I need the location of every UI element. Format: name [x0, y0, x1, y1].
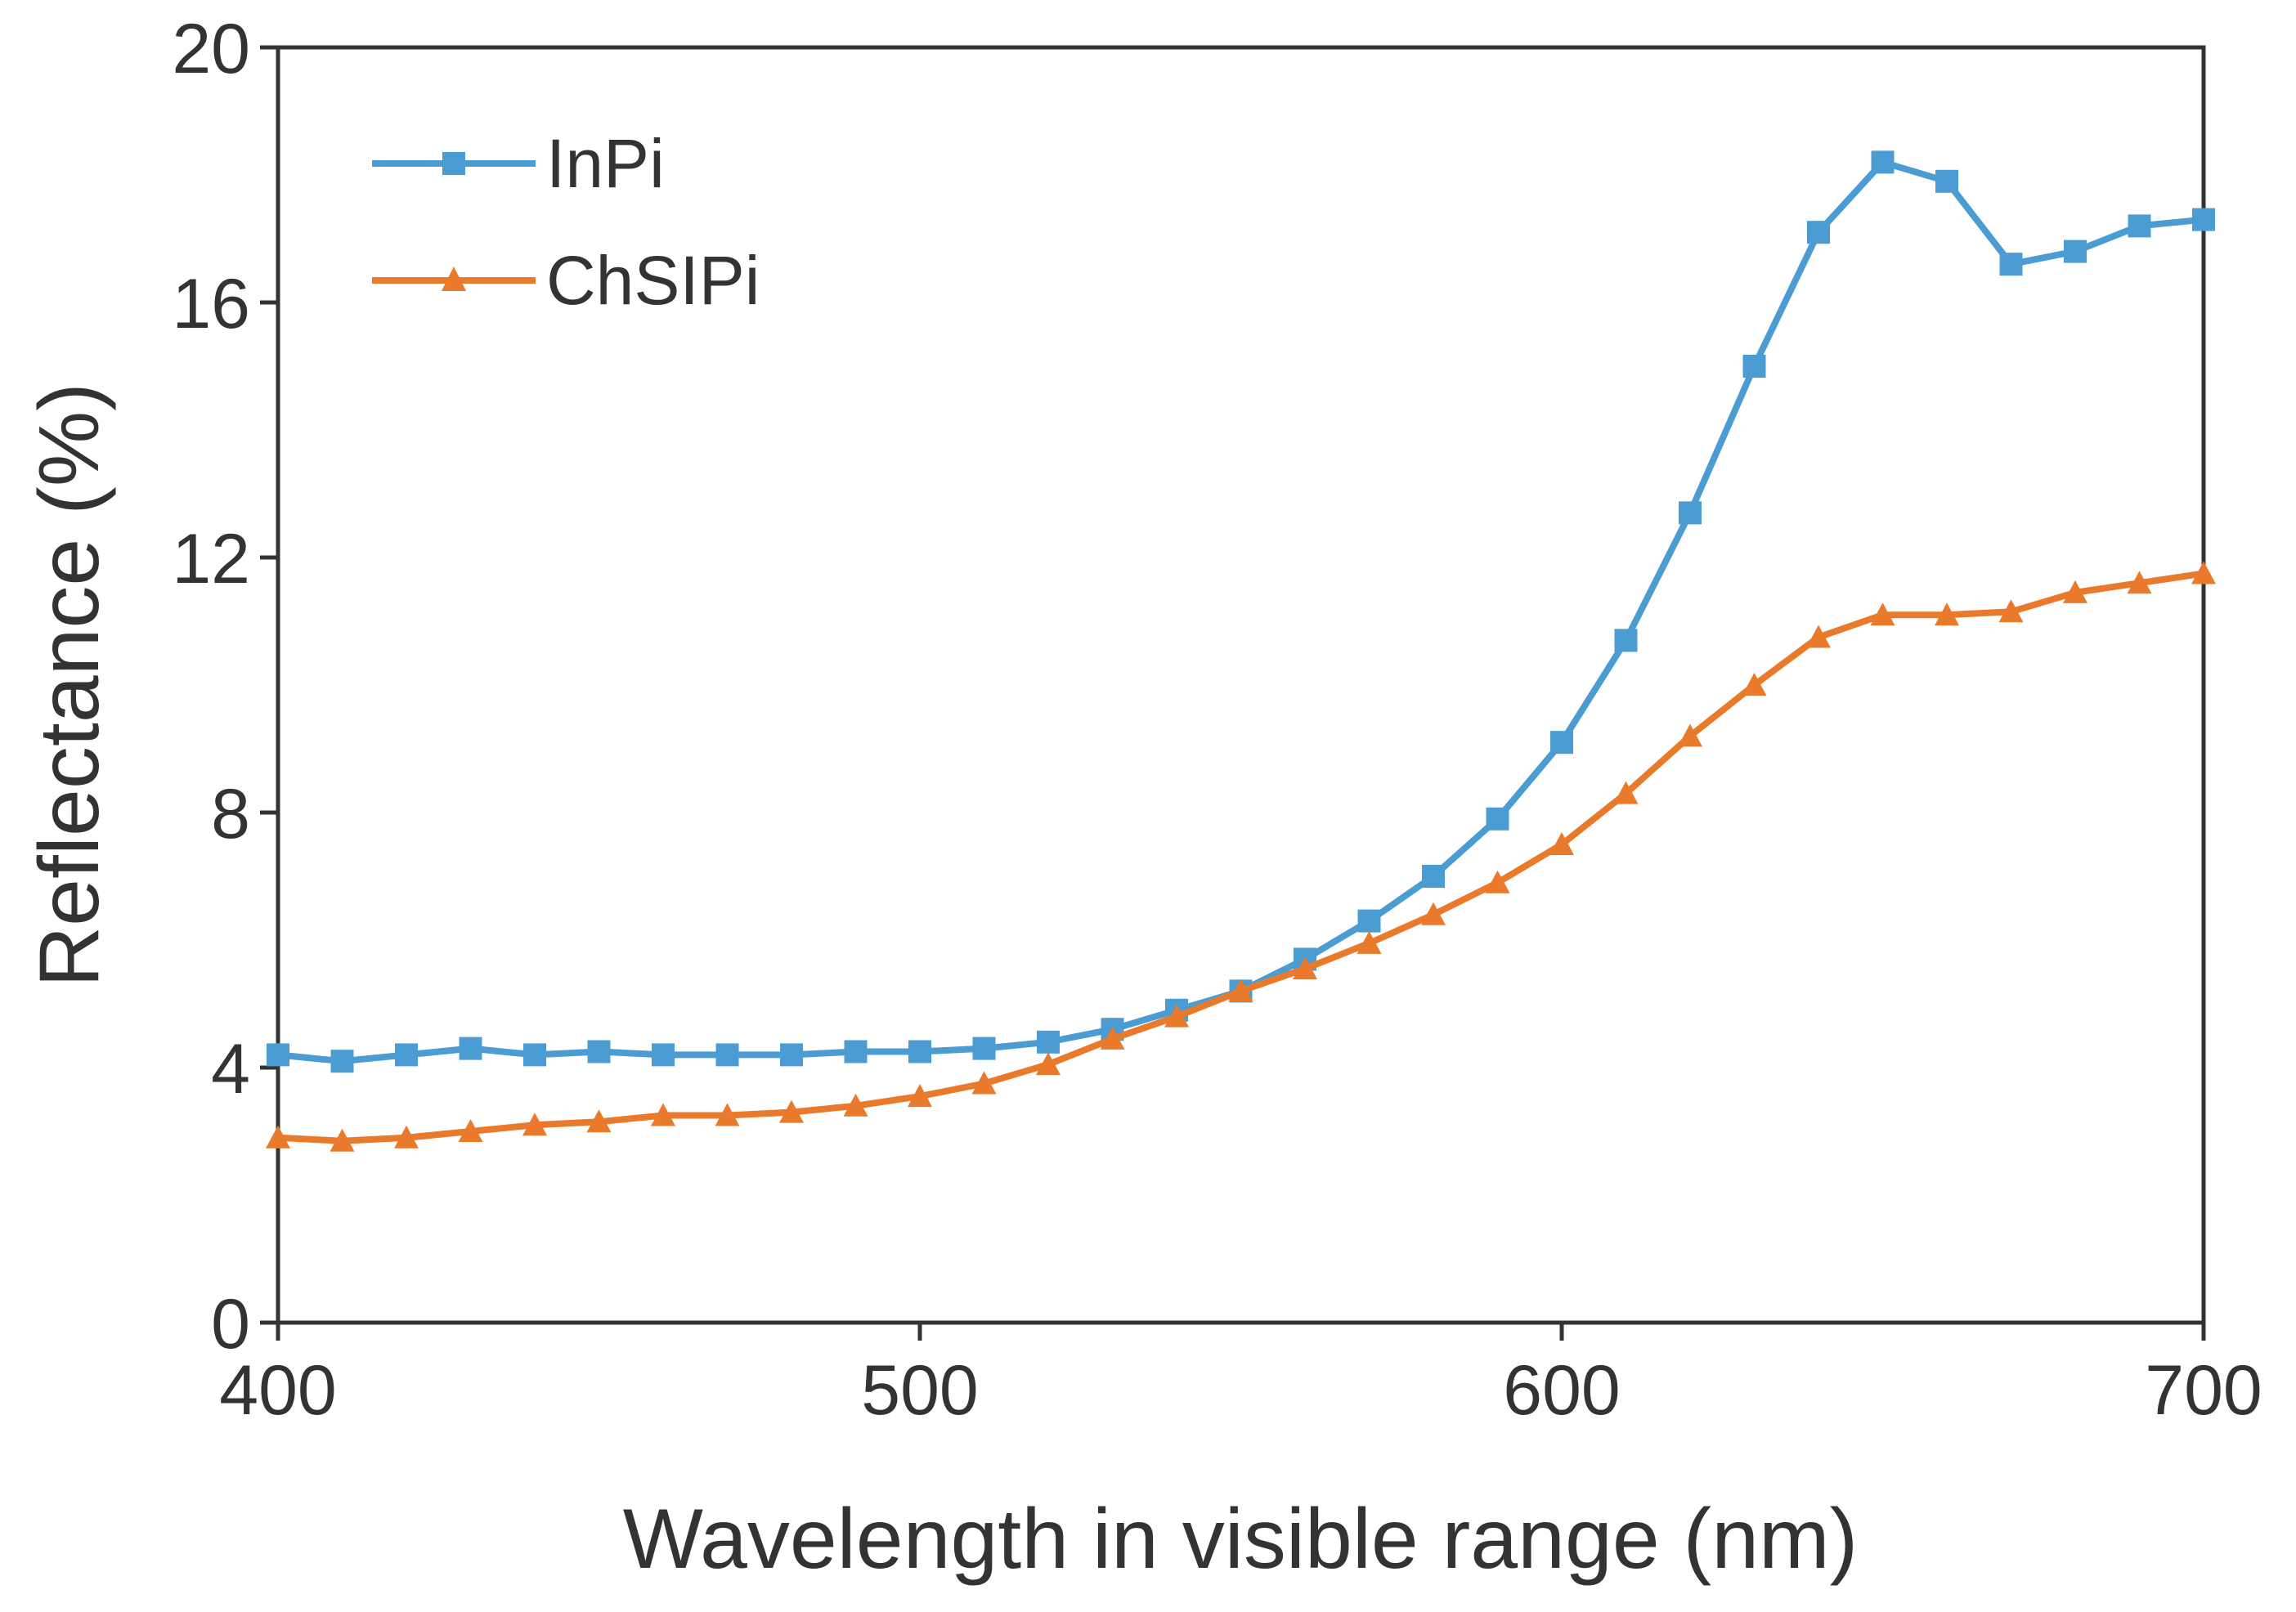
data-point-inpi	[459, 1037, 482, 1060]
data-point-chsipi	[1549, 832, 1574, 855]
data-point-inpi	[2128, 214, 2151, 238]
data-point-chsipi	[2191, 561, 2216, 584]
data-point-inpi	[1807, 221, 1830, 244]
data-point-inpi	[1037, 1030, 1060, 1054]
data-point-chsipi	[1228, 978, 1253, 1002]
data-point-inpi	[395, 1043, 418, 1067]
data-point-chsipi	[715, 1103, 740, 1126]
data-point-inpi	[267, 1043, 289, 1067]
data-point-chsipi	[586, 1109, 612, 1133]
data-point-inpi	[1422, 865, 1445, 888]
data-point-inpi	[2192, 208, 2215, 231]
data-point-inpi	[1871, 150, 1895, 174]
data-point-inpi	[2064, 240, 2087, 263]
data-point-inpi	[652, 1043, 675, 1067]
legend-label-chsipi: ChSIPi	[546, 242, 760, 319]
data-point-chsipi	[458, 1119, 483, 1142]
y-tick-label: 8	[211, 775, 250, 853]
y-tick-label: 16	[172, 265, 250, 343]
data-point-chsipi	[908, 1084, 932, 1108]
data-point-inpi	[844, 1040, 868, 1063]
y-tick-label: 4	[211, 1030, 250, 1108]
data-point-inpi	[1550, 731, 1573, 755]
data-point-chsipi	[1485, 870, 1510, 893]
x-axis-ticks: 400 500 600 700	[219, 1323, 2262, 1430]
y-axis-title: Reflectance (%)	[22, 383, 117, 987]
data-point-inpi	[1614, 629, 1638, 652]
data-point-chsipi	[266, 1125, 290, 1149]
series-chsipi	[266, 561, 2216, 1152]
data-point-chsipi	[1678, 723, 1702, 747]
data-point-inpi	[1357, 909, 1381, 933]
series-layer	[266, 150, 2216, 1152]
data-point-chsipi	[1806, 625, 1831, 648]
data-point-chsipi	[2063, 580, 2087, 603]
y-axis-ticks: 0 4 8 12 16 20	[172, 10, 278, 1363]
data-point-inpi	[330, 1050, 354, 1073]
data-point-inpi	[780, 1043, 803, 1067]
data-point-inpi	[908, 1040, 931, 1063]
data-point-chsipi	[1357, 930, 1382, 954]
data-point-inpi	[1679, 501, 1702, 525]
data-point-inpi	[1999, 253, 2023, 276]
y-tick-label: 12	[172, 520, 250, 598]
data-point-chsipi	[1164, 1004, 1189, 1028]
legend: InPi ChSIPi	[372, 125, 760, 319]
data-point-chsipi	[1036, 1052, 1061, 1076]
data-point-chsipi	[1100, 1026, 1125, 1050]
data-point-chsipi	[971, 1071, 997, 1095]
data-point-inpi	[1935, 169, 1958, 193]
data-point-chsipi	[1935, 602, 1959, 626]
plot-frame	[276, 45, 2206, 1325]
data-point-chsipi	[843, 1093, 868, 1117]
plot-area-border	[276, 45, 2206, 1325]
data-point-chsipi	[1613, 781, 1639, 804]
data-point-inpi	[587, 1040, 611, 1063]
data-point-chsipi	[522, 1113, 547, 1136]
data-point-inpi	[523, 1043, 546, 1067]
data-point-inpi	[1742, 355, 1766, 378]
data-point-chsipi	[2127, 571, 2152, 594]
data-point-chsipi	[1421, 902, 1446, 925]
x-tick-label: 700	[2145, 1351, 2262, 1430]
legend-label-inpi: InPi	[546, 125, 665, 202]
x-tick-label: 500	[861, 1351, 979, 1430]
data-point-inpi	[972, 1037, 996, 1060]
x-tick-label: 400	[219, 1351, 337, 1430]
x-tick-label: 600	[1503, 1351, 1621, 1430]
data-point-chsipi	[651, 1103, 675, 1126]
data-point-chsipi	[1293, 956, 1317, 980]
legend-marker-inpi	[442, 152, 465, 175]
data-point-inpi	[1486, 807, 1509, 831]
x-axis-title: Wavelength in visible range (nm)	[623, 1492, 1859, 1587]
data-point-inpi	[715, 1043, 739, 1067]
data-point-chsipi	[779, 1099, 804, 1123]
data-point-chsipi	[1998, 599, 2024, 623]
data-point-chsipi	[330, 1128, 355, 1152]
y-tick-label: 20	[172, 10, 250, 88]
data-point-chsipi	[1870, 602, 1895, 626]
data-point-chsipi	[1742, 673, 1767, 696]
data-point-chsipi	[394, 1125, 419, 1149]
y-tick-label: 0	[211, 1285, 250, 1363]
legend-marker-chsipi	[442, 266, 466, 291]
